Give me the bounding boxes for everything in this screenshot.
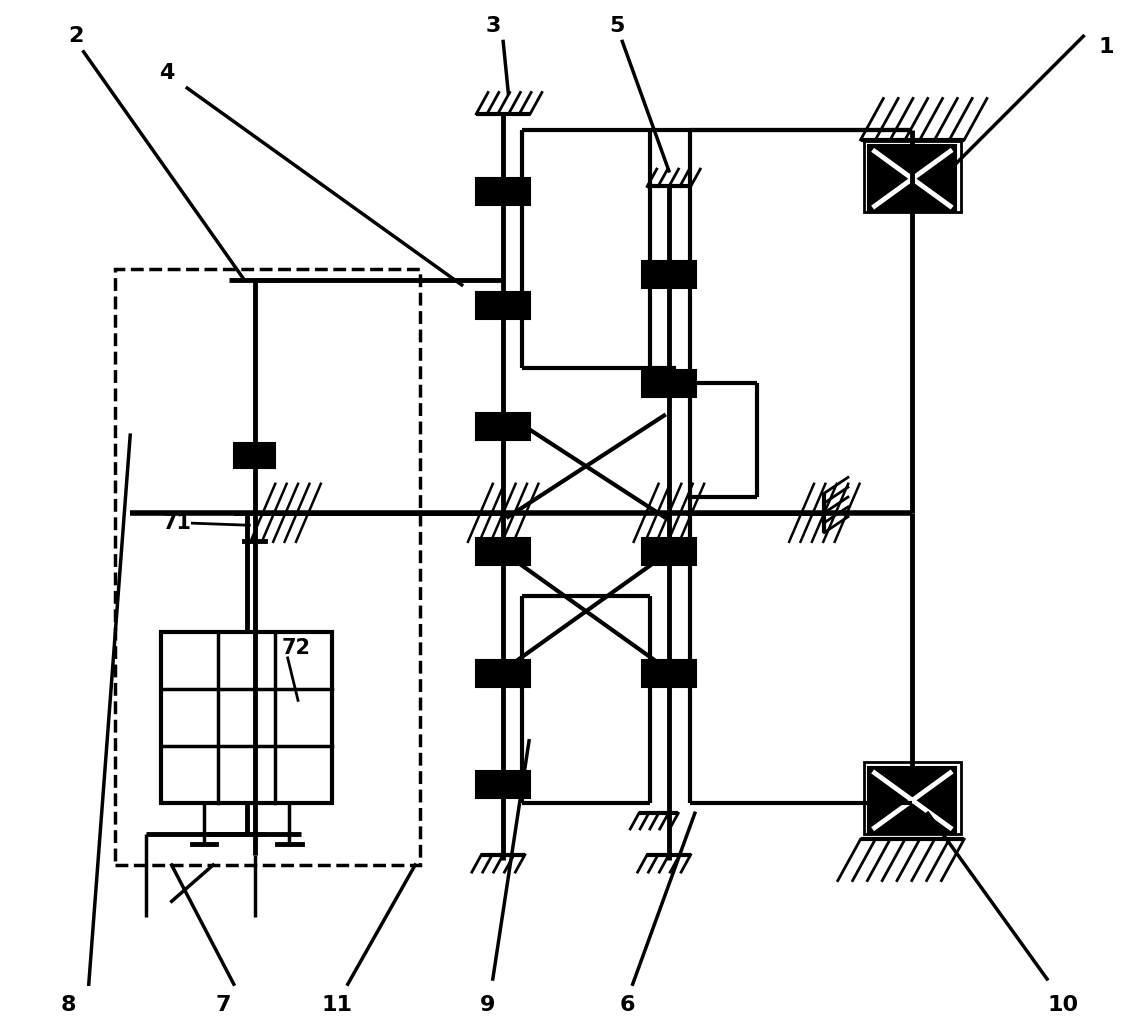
Bar	[476, 178, 531, 191]
Bar	[476, 538, 531, 550]
Text: 2: 2	[68, 26, 83, 47]
Text: 71: 71	[162, 513, 192, 534]
Text: 8: 8	[60, 995, 75, 1015]
Bar	[114, 269, 420, 865]
Bar	[642, 660, 696, 672]
Bar	[476, 307, 531, 319]
Text: 7: 7	[216, 995, 232, 1015]
Bar	[864, 762, 961, 834]
Bar	[476, 785, 531, 798]
Bar	[476, 660, 531, 672]
Bar	[476, 674, 531, 687]
Bar	[642, 370, 696, 382]
Text: 6: 6	[620, 995, 636, 1015]
Bar	[476, 552, 531, 565]
Bar	[642, 538, 696, 550]
Text: 4: 4	[159, 62, 175, 83]
Text: 11: 11	[322, 995, 353, 1015]
Bar	[476, 428, 531, 440]
Bar	[476, 193, 531, 205]
Bar	[642, 552, 696, 565]
Bar	[234, 443, 275, 455]
Bar	[476, 413, 531, 426]
Bar	[476, 771, 531, 783]
Bar	[642, 384, 696, 397]
Text: 1: 1	[1099, 36, 1115, 57]
Text: 9: 9	[480, 995, 495, 1015]
Bar	[161, 632, 332, 803]
Text: 10: 10	[1047, 995, 1078, 1015]
Bar	[642, 674, 696, 687]
Bar	[234, 457, 275, 468]
Bar	[642, 276, 696, 288]
Bar	[868, 767, 956, 834]
Text: 5: 5	[609, 16, 625, 36]
Bar	[868, 145, 956, 212]
Text: 3: 3	[485, 16, 501, 36]
Bar	[476, 292, 531, 305]
Text: 72: 72	[282, 637, 310, 658]
Bar	[642, 261, 696, 274]
Bar	[864, 141, 961, 212]
